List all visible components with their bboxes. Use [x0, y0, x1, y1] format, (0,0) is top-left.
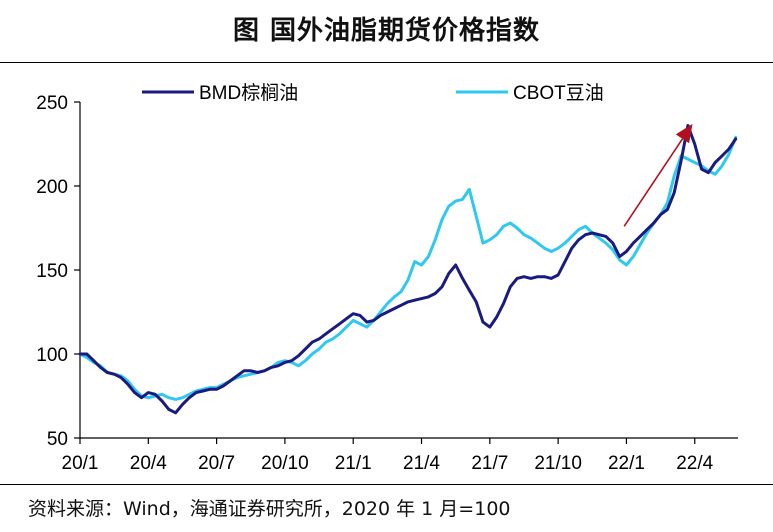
x-tick-label: 22/4: [676, 453, 713, 474]
footer: 资料来源：Wind，海通证券研究所，2020 年 1 月=100: [0, 484, 773, 532]
axes: 50 100 150 200 250 20/1 20/4 20/7 20/10 21/1 21/4 2…: [36, 93, 738, 474]
legend-label-cbot: CBOT豆油: [513, 82, 604, 104]
legend-label-bmd: BMD棕榈油: [199, 82, 298, 104]
x-tick-label: 21/1: [335, 453, 372, 474]
trend-arrow-head: [675, 123, 693, 144]
annotations: [623, 123, 693, 227]
y-tick-label: 150: [36, 261, 68, 282]
x-tick-label: 20/1: [62, 453, 99, 474]
series-line-cbot: [78, 135, 738, 401]
x-tick-label: 21/10: [534, 453, 582, 474]
y-tick-label: 50: [47, 429, 68, 450]
y-tick-label: 200: [36, 177, 68, 198]
x-tick-label: 21/7: [471, 453, 508, 474]
y-tick-label: 250: [36, 93, 68, 114]
x-tick-label: 22/1: [608, 453, 645, 474]
series-lines: [78, 124, 738, 415]
title-bar: 图 国外油脂期货价格指数: [0, 0, 773, 63]
source-note: 资料来源：Wind，海通证券研究所，2020 年 1 月=100: [28, 498, 511, 520]
x-tick-label: 20/10: [261, 453, 309, 474]
x-tick-label: 20/7: [198, 453, 235, 474]
chart-title: 图 国外油脂期货价格指数: [232, 16, 541, 46]
y-tick-label: 100: [36, 345, 68, 366]
x-tick-label: 20/4: [130, 453, 167, 474]
legend: BMD棕榈油 CBOT豆油: [142, 82, 604, 104]
x-tick-label: 21/4: [403, 453, 440, 474]
series-line-bmd: [78, 124, 738, 415]
trend-arrow-shaft: [623, 138, 684, 227]
line-chart: 50 100 150 200 250 20/1 20/4 20/7 20/10 21/1 21/4 2…: [36, 82, 738, 474]
